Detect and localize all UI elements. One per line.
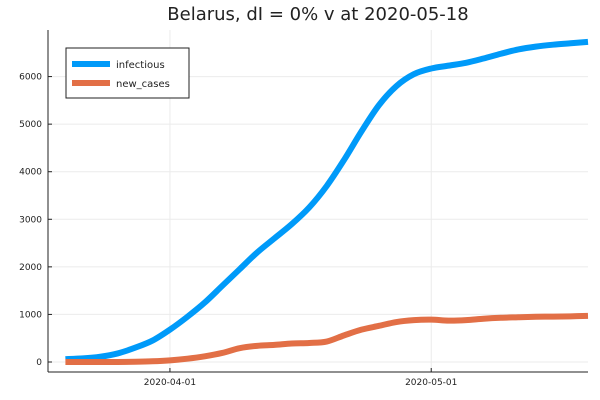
chart-title: Belarus, dI = 0% v at 2020-05-18	[167, 4, 468, 25]
y-tick-label: 2000	[19, 263, 42, 273]
series-line-infectious	[65, 38, 589, 363]
x-tick-label: 2020-04-01	[144, 378, 196, 388]
legend: infectious new_cases	[65, 47, 190, 99]
x-tick-label: 2020-05-01	[405, 378, 457, 388]
y-tick-label: 6000	[19, 73, 42, 83]
y-tick-label: 1000	[19, 310, 42, 320]
series-line-new-cases	[65, 312, 589, 366]
legend-label: new_cases	[116, 79, 170, 90]
axis-layer: 0 1000 2000 3000 4000 5000 6000 2020-04-01 2020-…	[19, 30, 588, 388]
y-tick-label: 4000	[19, 168, 42, 178]
y-tick-label: 0	[36, 358, 42, 368]
series-layer	[65, 38, 589, 366]
y-tick-label: 5000	[19, 120, 42, 130]
legend-label: infectious	[116, 60, 165, 71]
legend-box	[65, 47, 190, 99]
y-tick-label: 3000	[19, 215, 42, 225]
